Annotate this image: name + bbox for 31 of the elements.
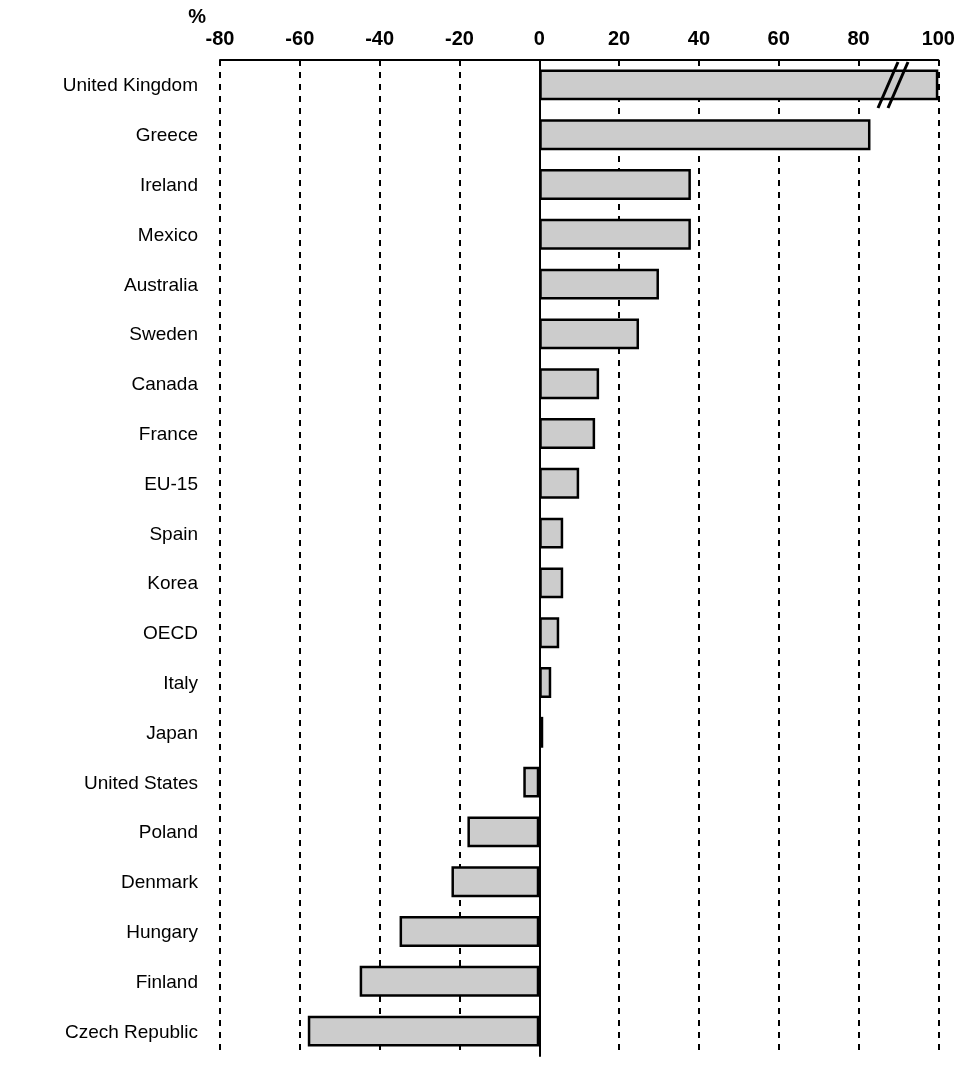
x-tick-label: 100 (921, 27, 955, 49)
y-tick-label: United Kingdom (62, 74, 198, 96)
x-tick-label: -80 (205, 27, 235, 49)
y-tick-label: Australia (124, 273, 199, 295)
x-tick-label: -60 (285, 27, 315, 49)
x-axis-title: % (188, 5, 207, 27)
y-tick-label: Canada (131, 373, 199, 395)
y-tick-label: Korea (147, 572, 199, 594)
y-tick-label: France (138, 423, 198, 444)
y-tick-label: Poland (138, 821, 198, 843)
y-tick-label: Czech Republic (64, 1020, 198, 1042)
y-tick-label: Hungary (126, 921, 199, 942)
x-tick-label: 0 (533, 27, 545, 49)
y-tick-label: OECD (143, 622, 198, 644)
y-tick-label: Denmark (120, 871, 199, 893)
x-tick-label: 60 (767, 27, 790, 49)
y-tick-label: Mexico (137, 223, 198, 245)
y-tick-label: Japan (146, 721, 198, 743)
y-tick-label: United States (83, 771, 198, 793)
x-tick-label: -40 (365, 27, 395, 49)
x-tick-label: -20 (444, 27, 474, 49)
x-tick-label: 40 (687, 27, 710, 49)
y-tick-label: Sweden (129, 323, 198, 345)
y-tick-label: Greece (135, 124, 198, 146)
y-tick-label: Ireland (139, 174, 198, 195)
y-tick-label: Spain (149, 522, 198, 544)
x-tick-label: 80 (847, 27, 870, 49)
y-tick-label: Italy (163, 672, 199, 693)
x-tick-label: 20 (607, 27, 631, 49)
y-tick-label: Finland (135, 970, 198, 992)
y-tick-label: EU-15 (144, 472, 198, 494)
